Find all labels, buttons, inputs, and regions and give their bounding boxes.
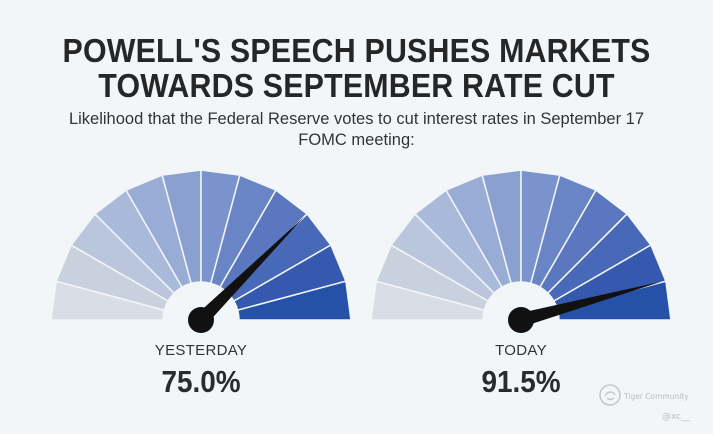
title-line-1: POWELL'S SPEECH PUSHES MARKETS <box>62 32 651 69</box>
gauge-today <box>370 169 672 333</box>
tiger-logo-icon <box>599 384 621 406</box>
subtitle-line-1: Likelihood that the Federal Reserve vote… <box>68 110 645 128</box>
gauge-segment <box>236 280 352 321</box>
gauge-value-today: 91.5% <box>481 364 561 399</box>
watermark-handle: @xc__ <box>662 412 691 422</box>
chart-title: POWELL'S SPEECH PUSHES MARKETS TOWARDS S… <box>29 33 685 103</box>
gauge-needle <box>196 216 305 325</box>
gauge-label-yesterday: YESTERDAY <box>154 342 248 359</box>
gauge-needle-hub <box>508 307 534 333</box>
gauge-needle-hub <box>188 307 214 333</box>
title-line-2: TOWARDS SEPTEMBER RATE CUT <box>98 67 615 104</box>
chart-subtitle: Likelihood that the Federal Reserve vote… <box>20 109 693 151</box>
gauge-value-yesterday: 75.0% <box>161 364 241 399</box>
gauge-yesterday <box>50 169 352 333</box>
subtitle-line-2: FOMC meeting: <box>298 131 415 149</box>
gauge-needle <box>519 281 662 327</box>
gauge-label-today: TODAY <box>495 342 547 359</box>
watermark-brand: Tiger Community <box>624 392 689 401</box>
